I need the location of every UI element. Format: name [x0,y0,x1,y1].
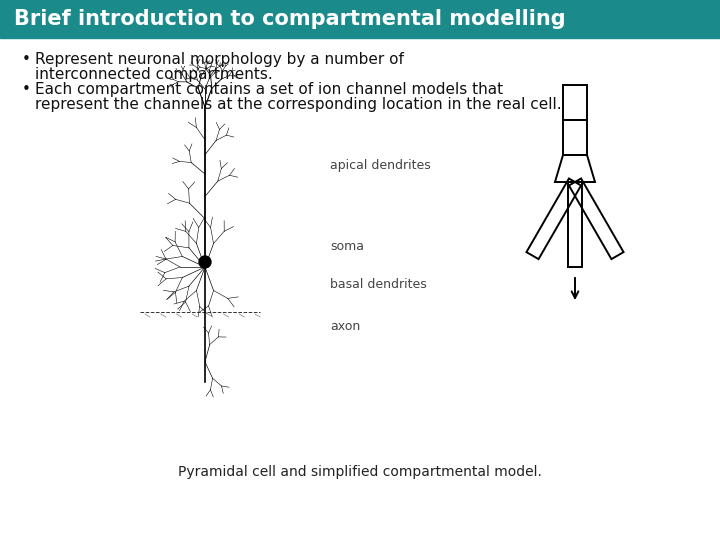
Text: interconnected compartments.: interconnected compartments. [35,67,273,82]
Text: •: • [22,82,31,97]
Text: Brief introduction to compartmental modelling: Brief introduction to compartmental mode… [14,9,566,29]
Text: apical dendrites: apical dendrites [330,159,431,172]
Text: axon: axon [330,320,360,333]
Text: Represent neuronal morphology by a number of: Represent neuronal morphology by a numbe… [35,52,404,67]
Text: Each compartment contains a set of ion channel models that: Each compartment contains a set of ion c… [35,82,503,97]
Text: Pyramidal cell and simplified compartmental model.: Pyramidal cell and simplified compartmen… [178,465,542,479]
Text: •: • [22,52,31,67]
Circle shape [199,256,211,268]
Bar [563,120,587,155]
Bar [0,0,720,38]
Bar [563,85,587,120]
Text: soma: soma [330,240,364,253]
Text: basal dendrites: basal dendrites [330,278,427,291]
Text: represent the channels at the corresponding location in the real cell.: represent the channels at the correspond… [35,97,562,112]
